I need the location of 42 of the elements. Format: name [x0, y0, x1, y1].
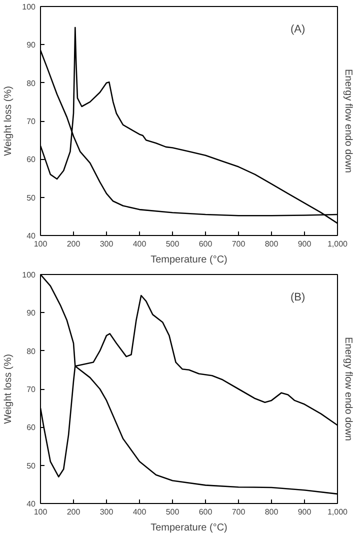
- x-tick-label: 400: [132, 240, 147, 248]
- x-tick-label: 300: [100, 240, 114, 248]
- y-tick-label: 90: [26, 40, 36, 50]
- x-tick-label: 700: [232, 240, 246, 248]
- y2-axis-title: Energy flow endo down: [342, 69, 354, 173]
- y-tick-label: 100: [22, 270, 36, 280]
- y-tick-label: 90: [26, 308, 36, 318]
- x-tick-label: 800: [264, 508, 279, 516]
- x-axis-title: Temperature (°C): [150, 254, 228, 266]
- x-tick-label: 900: [298, 240, 312, 248]
- x-tick-label: 1,000: [327, 508, 348, 516]
- y-tick-label: 80: [26, 78, 36, 88]
- x-tick-label: 100: [34, 508, 48, 516]
- y-axis-title: Weight loss (%): [3, 354, 14, 424]
- x-tick-label: 100: [34, 240, 48, 248]
- x-tick-label: 600: [198, 508, 213, 516]
- x-tick-label: 300: [100, 508, 114, 516]
- x-tick-label: 900: [298, 508, 312, 516]
- y-tick-label: 50: [26, 193, 36, 202]
- y-tick-label: 40: [26, 500, 36, 508]
- x-tick-label: 800: [264, 240, 279, 248]
- y-axis-title: Weight loss (%): [3, 86, 14, 156]
- x-tick-label: 500: [166, 508, 180, 516]
- x-tick-label: 700: [232, 508, 246, 516]
- y-tick-label: 40: [26, 232, 36, 240]
- x-tick-label: 1,000: [327, 240, 348, 248]
- y2-axis-title: Energy flow endo down: [342, 337, 354, 441]
- x-axis-title: Temperature (°C): [150, 522, 228, 534]
- x-tick-label: 400: [132, 508, 147, 516]
- y-tick-label: 60: [26, 155, 36, 164]
- x-tick-label: 500: [166, 240, 180, 248]
- annotation: (A): [290, 24, 306, 36]
- y-tick-label: 100: [22, 2, 36, 12]
- x-tick-label: 200: [66, 508, 81, 516]
- y-tick-label: 80: [26, 346, 36, 356]
- y-tick-label: 70: [26, 117, 36, 126]
- x-tick-label: 200: [66, 240, 81, 248]
- y-tick-label: 70: [26, 385, 36, 394]
- x-tick-label: 600: [198, 240, 213, 248]
- y-tick-label: 60: [26, 423, 36, 432]
- y-tick-label: 50: [26, 461, 36, 470]
- annotation: (B): [290, 292, 306, 304]
